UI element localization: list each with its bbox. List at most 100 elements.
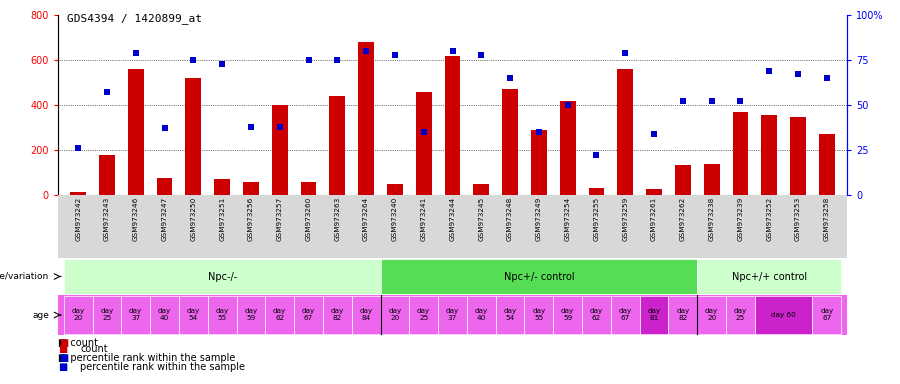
Point xyxy=(676,98,690,104)
Text: GSM973264: GSM973264 xyxy=(363,196,369,240)
Text: GSM973238: GSM973238 xyxy=(708,196,715,240)
Point xyxy=(561,102,575,108)
Bar xyxy=(410,296,438,334)
Bar xyxy=(496,296,525,334)
Point xyxy=(647,131,662,137)
Text: day
82: day 82 xyxy=(330,308,344,321)
Bar xyxy=(617,69,634,195)
Bar xyxy=(323,296,352,334)
Point xyxy=(705,98,719,104)
Bar xyxy=(733,112,749,195)
Text: Npc+/+ control: Npc+/+ control xyxy=(732,271,806,281)
Bar xyxy=(214,179,230,195)
Bar xyxy=(669,296,698,334)
Bar xyxy=(329,96,346,195)
Point xyxy=(388,51,402,58)
Text: age: age xyxy=(32,311,49,319)
Point xyxy=(474,51,489,58)
Text: ■ percentile rank within the sample: ■ percentile rank within the sample xyxy=(58,353,236,363)
Text: GSM973259: GSM973259 xyxy=(622,196,628,240)
Point xyxy=(734,98,748,104)
Text: GSM973246: GSM973246 xyxy=(132,196,139,240)
Bar xyxy=(761,115,778,195)
Point xyxy=(186,57,201,63)
Bar xyxy=(675,165,691,195)
Text: day
55: day 55 xyxy=(532,308,545,321)
Bar xyxy=(358,42,374,195)
Text: day
25: day 25 xyxy=(100,308,113,321)
Text: GSM973251: GSM973251 xyxy=(219,196,225,240)
Point xyxy=(359,48,374,54)
Text: day 60: day 60 xyxy=(771,312,796,318)
Point xyxy=(100,89,114,96)
Text: GSM973244: GSM973244 xyxy=(449,196,455,240)
Bar xyxy=(726,296,755,334)
Text: day
25: day 25 xyxy=(734,308,747,321)
Bar xyxy=(93,296,122,334)
Bar xyxy=(755,296,813,334)
Text: GSM973247: GSM973247 xyxy=(161,196,167,240)
Text: GSM973241: GSM973241 xyxy=(420,196,427,240)
Text: percentile rank within the sample: percentile rank within the sample xyxy=(80,362,246,372)
Text: day
54: day 54 xyxy=(503,308,517,321)
Text: day
25: day 25 xyxy=(417,308,430,321)
Text: day
20: day 20 xyxy=(388,308,401,321)
Text: GSM973262: GSM973262 xyxy=(680,196,686,240)
Bar xyxy=(128,69,144,195)
Bar xyxy=(70,192,86,195)
Bar xyxy=(473,184,490,195)
Bar xyxy=(122,296,150,334)
Bar xyxy=(243,182,259,195)
Bar xyxy=(157,178,173,195)
Bar xyxy=(554,296,582,334)
Point xyxy=(302,57,316,63)
Text: day
54: day 54 xyxy=(186,308,200,321)
Text: day
84: day 84 xyxy=(359,308,373,321)
Bar xyxy=(266,296,294,334)
Bar xyxy=(502,89,518,195)
Text: day
20: day 20 xyxy=(71,308,85,321)
Point xyxy=(762,68,777,74)
Text: genotype/variation: genotype/variation xyxy=(0,272,49,281)
Point xyxy=(71,145,86,151)
Point xyxy=(273,124,287,130)
Text: GSM973260: GSM973260 xyxy=(305,196,311,240)
Point xyxy=(820,75,834,81)
Text: GSM973253: GSM973253 xyxy=(795,196,801,240)
Text: GSM973263: GSM973263 xyxy=(334,196,340,240)
Point xyxy=(618,50,633,56)
Point xyxy=(446,48,460,54)
Bar xyxy=(352,296,381,334)
Text: GSM973240: GSM973240 xyxy=(392,196,398,240)
Text: GSM973248: GSM973248 xyxy=(507,196,513,240)
Bar xyxy=(237,296,266,334)
Point xyxy=(129,50,143,56)
Bar xyxy=(467,296,496,334)
Text: day
82: day 82 xyxy=(676,308,689,321)
Text: day
55: day 55 xyxy=(215,308,229,321)
Text: Npc-/-: Npc-/- xyxy=(208,271,237,281)
Bar xyxy=(790,118,806,195)
Point xyxy=(215,61,230,67)
Bar xyxy=(704,164,720,195)
Bar xyxy=(560,101,576,195)
Bar xyxy=(179,296,208,334)
Bar xyxy=(150,296,179,334)
Point xyxy=(503,75,517,81)
Bar xyxy=(387,184,403,195)
Bar xyxy=(611,296,640,334)
Text: day
67: day 67 xyxy=(302,308,315,321)
Text: GSM973243: GSM973243 xyxy=(104,196,110,240)
Text: day
40: day 40 xyxy=(158,308,171,321)
Bar xyxy=(301,182,317,195)
Text: GDS4394 / 1420899_at: GDS4394 / 1420899_at xyxy=(67,13,202,24)
Bar xyxy=(208,296,237,334)
Bar xyxy=(99,154,115,195)
Point xyxy=(532,129,546,135)
Bar xyxy=(416,91,432,195)
Bar xyxy=(294,296,323,334)
Bar xyxy=(64,296,93,334)
Bar xyxy=(381,259,698,294)
Bar xyxy=(698,259,842,294)
Point xyxy=(590,152,604,159)
